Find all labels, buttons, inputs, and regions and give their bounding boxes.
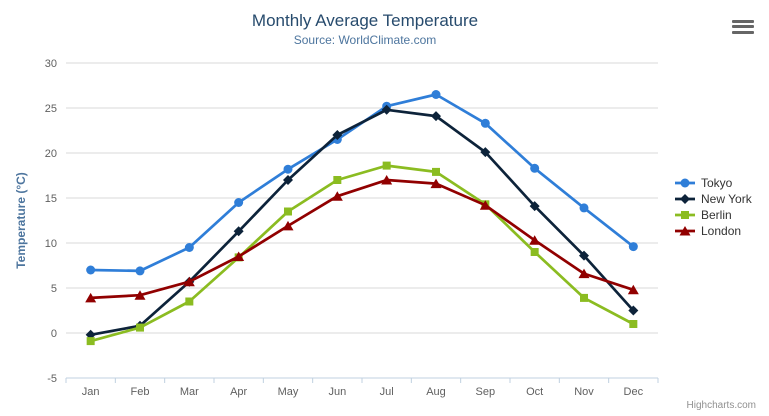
series-new-york[interactable] <box>85 104 639 340</box>
svg-text:Sep: Sep <box>476 386 496 398</box>
hamburger-icon <box>732 30 754 34</box>
x-axis-labels: Jan Feb Mar Apr May Jun Jul Aug Sep Oct Nov Dec <box>82 386 644 398</box>
svg-text:5: 5 <box>51 283 57 295</box>
y-axis-labels: -5 0 5 10 15 20 25 30 <box>45 58 57 385</box>
x-axis <box>65 377 659 383</box>
svg-text:Jan: Jan <box>82 386 100 398</box>
svg-text:Nov: Nov <box>574 386 594 398</box>
legend-item-tokyo[interactable]: Tokyo <box>674 175 752 191</box>
hamburger-icon <box>732 19 754 23</box>
svg-text:May: May <box>278 386 299 398</box>
svg-text:20: 20 <box>45 148 57 160</box>
chart-context-menu-button[interactable] <box>730 15 756 37</box>
legend-label: Berlin <box>701 208 732 222</box>
legend-label: New York <box>701 192 752 206</box>
svg-text:-5: -5 <box>47 373 57 385</box>
chart-title: Monthly Average Temperature <box>251 11 479 30</box>
series-london[interactable] <box>85 175 639 303</box>
triangle-marker-icon <box>675 226 695 236</box>
svg-text:Jun: Jun <box>328 386 346 398</box>
legend-item-berlin[interactable]: Berlin <box>674 207 752 223</box>
svg-text:10: 10 <box>45 238 57 250</box>
square-marker-icon <box>675 211 695 219</box>
legend-item-new-york[interactable]: New York <box>674 191 752 207</box>
series-tokyo[interactable] <box>86 90 638 276</box>
svg-text:Mar: Mar <box>180 386 199 398</box>
svg-text:Feb: Feb <box>131 386 150 398</box>
svg-text:30: 30 <box>45 58 57 70</box>
legend: Tokyo New York Berlin London <box>674 175 752 239</box>
svg-text:25: 25 <box>45 103 57 115</box>
grid-lines <box>66 62 658 379</box>
chart-subtitle: Source: WorldClimate.com <box>293 33 437 47</box>
svg-text:Jul: Jul <box>380 386 394 398</box>
svg-text:Apr: Apr <box>230 386 247 398</box>
y-axis-title: Temperature (°C) <box>14 172 28 269</box>
svg-text:Oct: Oct <box>526 386 543 398</box>
legend-item-london[interactable]: London <box>674 223 752 239</box>
svg-text:Dec: Dec <box>624 386 644 398</box>
svg-text:15: 15 <box>45 193 57 205</box>
series-berlin[interactable] <box>86 161 638 346</box>
circle-marker-icon <box>675 178 695 188</box>
legend-label: Tokyo <box>701 176 733 190</box>
svg-text:Aug: Aug <box>426 386 446 398</box>
credits-link[interactable]: Highcharts.com <box>686 400 756 411</box>
legend-label: London <box>701 224 742 238</box>
svg-text:0: 0 <box>51 328 57 340</box>
diamond-marker-icon <box>675 194 695 204</box>
hamburger-icon <box>732 25 754 28</box>
